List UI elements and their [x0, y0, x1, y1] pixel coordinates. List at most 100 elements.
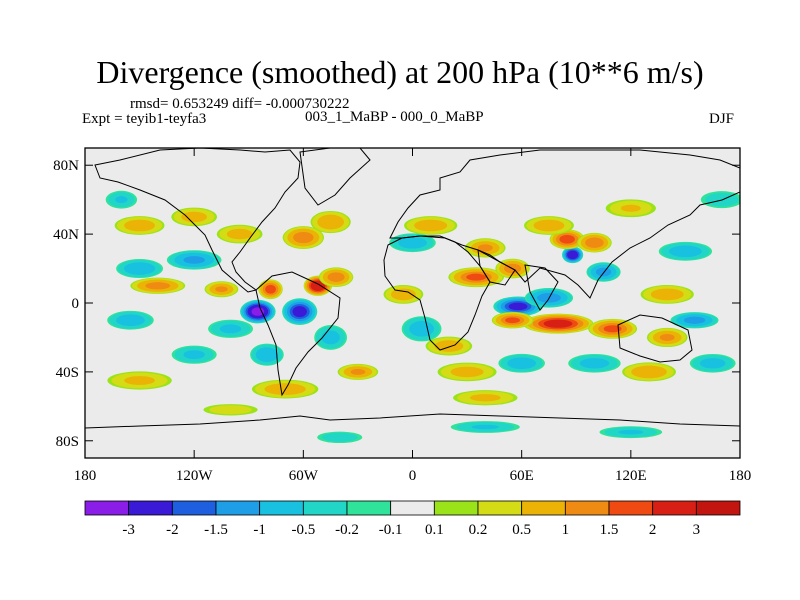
anomaly-divergence-7	[216, 224, 263, 244]
colorbar-swatch	[346, 500, 392, 516]
anomaly-convergence-28	[562, 246, 584, 264]
colorbar-label: -3	[122, 522, 135, 538]
anomaly-divergence-42	[383, 284, 424, 304]
anomaly-divergence-36	[646, 327, 688, 348]
x-axis: 180 120W 60W 0 60E 120E 180	[74, 148, 752, 484]
anomaly-divergence-21	[107, 371, 172, 390]
contour-band	[183, 350, 205, 360]
anomaly-divergence-29	[549, 229, 585, 250]
colorbar-swatch	[171, 500, 217, 516]
anomaly-divergence-51	[605, 199, 656, 218]
contour-band	[181, 211, 207, 223]
contour-band	[699, 358, 726, 369]
contour-band	[620, 204, 641, 212]
contour-band	[115, 196, 128, 204]
contour-band	[466, 273, 487, 281]
contour-band	[414, 219, 448, 232]
anomaly-divergence-20	[337, 363, 379, 380]
anomaly-convergence-9	[116, 259, 164, 279]
coastline-eurasia	[389, 149, 740, 299]
contour-band	[507, 357, 537, 370]
contour-band	[471, 424, 499, 430]
x-tick-label: 60W	[289, 468, 319, 484]
anomaly-convergence-47	[568, 353, 621, 373]
contour-band	[255, 347, 279, 363]
colorbar-label: -0.5	[291, 522, 315, 538]
contour-band	[293, 231, 314, 244]
contour-band	[533, 219, 565, 232]
colorbar-label: -2	[166, 522, 179, 538]
season-label: DJF	[709, 111, 735, 127]
anomaly-convergence-14	[105, 190, 138, 209]
y-tick-label: 0	[72, 296, 80, 312]
y-tick-label: 80S	[56, 434, 79, 450]
contour-band	[659, 333, 675, 341]
x-tick-label: 120W	[176, 468, 214, 484]
colorbar-label: 0.5	[512, 522, 531, 538]
colorbar-swatch	[521, 500, 566, 516]
contour-band	[145, 282, 171, 290]
colorbar-swatch	[390, 500, 435, 516]
y-axis: 80N 40N 0 40S 80S	[53, 158, 740, 450]
colorbar-swatch	[652, 500, 697, 516]
anomaly-convergence-16	[208, 319, 254, 338]
colorbar-swatch	[84, 500, 130, 516]
colorbar-swatch	[695, 500, 741, 516]
anomaly-convergence-1	[282, 298, 318, 326]
contour-band	[123, 262, 156, 275]
x-tick-label: 180	[729, 468, 752, 484]
contour-band	[391, 288, 416, 301]
anomaly-divergence-2	[258, 279, 283, 300]
contour-band	[434, 340, 464, 352]
colorbar-swatch	[608, 500, 654, 516]
anomaly-divergence-25	[448, 267, 504, 288]
anomaly-divergence-33	[522, 313, 594, 334]
coastline-arabia	[477, 249, 516, 286]
anomaly-convergence-15	[107, 310, 154, 330]
contour-band	[183, 256, 205, 264]
contour-band	[226, 228, 253, 240]
divergence-field	[85, 148, 740, 458]
contour-band	[668, 245, 702, 258]
contour-band	[327, 272, 345, 282]
contour-band	[579, 358, 610, 369]
anomaly-convergence-17	[250, 343, 284, 366]
contour-band	[265, 284, 276, 294]
colorbar-label: 1.5	[600, 522, 619, 538]
colorbar-label: 0.2	[469, 522, 488, 538]
contour-band	[585, 237, 604, 248]
y-tick-label: 80N	[53, 158, 79, 174]
contour-band	[477, 244, 493, 252]
y-tick-label: 40S	[56, 365, 79, 381]
anomaly-divergence-4	[318, 267, 354, 287]
contour-band	[219, 324, 242, 334]
contour-band	[409, 321, 434, 337]
colorbar: -3 -2 -1.5 -1 -0.5 -0.2 -0.1 0.1 0.2 0.5 1 1.5 2 3	[84, 500, 741, 538]
colorbar-label: 1	[562, 522, 570, 538]
contour-band	[683, 316, 706, 324]
contour-band	[209, 405, 252, 415]
coastline-outlines	[85, 148, 740, 429]
anomaly-divergence-48	[622, 362, 676, 382]
contour-band	[618, 429, 644, 435]
contour-band	[310, 280, 326, 291]
colorbar-label: -0.2	[335, 522, 359, 538]
anomaly-divergence-13	[171, 207, 218, 227]
colorbar-swatch	[215, 500, 261, 516]
anomaly-divergence-41	[404, 216, 458, 235]
anomaly-convergence-54	[599, 426, 663, 439]
anomaly-convergence-43	[401, 316, 442, 342]
comparison-label: 003_1_MaBP - 000_0_MaBP	[305, 109, 484, 125]
y-tick-label: 40N	[53, 227, 79, 243]
x-tick-label: 180	[74, 468, 97, 484]
colorbar-swatch	[302, 500, 348, 516]
coastline-india	[524, 264, 559, 311]
coastline-north-america	[94, 148, 301, 293]
contour-band	[317, 214, 345, 230]
contour-band	[124, 376, 155, 385]
contour-band	[603, 325, 622, 333]
anomaly-convergence-18	[314, 325, 348, 350]
contour-band	[398, 236, 427, 249]
chart-title: Divergence (smoothed) at 200 hPa (10**6 …	[96, 54, 704, 90]
contour-band	[292, 306, 307, 318]
